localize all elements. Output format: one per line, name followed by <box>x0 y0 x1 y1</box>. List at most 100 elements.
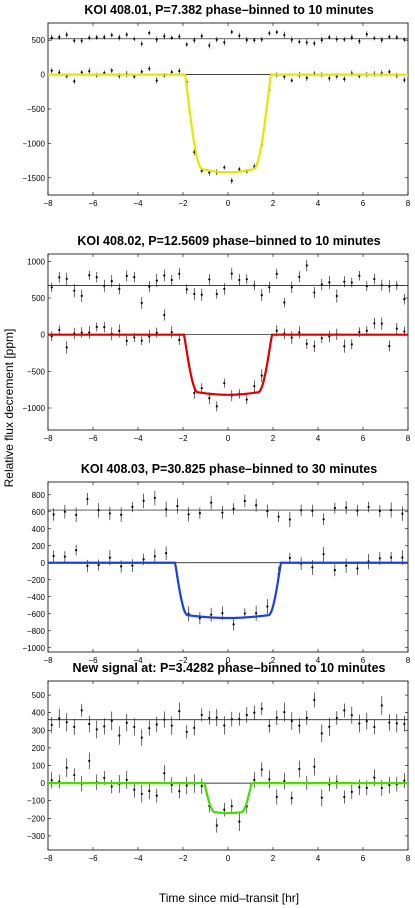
transit-model-curve <box>48 73 408 174</box>
data-point <box>163 765 166 782</box>
data-point <box>140 729 143 746</box>
data-point <box>230 711 233 727</box>
plot-area: −8 −6 −4 −2 0 2 4 6 8 −1000 −500 0 500 1000 <box>23 253 411 443</box>
data-point <box>367 553 370 570</box>
data-point <box>140 336 143 346</box>
data-point <box>358 714 361 733</box>
data-point <box>155 77 158 84</box>
x-tick-label: −6 <box>88 434 98 443</box>
data-point <box>403 716 406 732</box>
x-tick-label: −4 <box>133 434 143 443</box>
data-point <box>298 39 301 45</box>
data-point <box>58 34 61 40</box>
data-point <box>73 38 76 44</box>
plot-area: −8 −6 −4 −2 0 2 4 6 8 −1500 −1000 −500 0 500 <box>23 22 411 208</box>
x-tick-label: 0 <box>226 434 231 443</box>
data-point <box>65 272 68 286</box>
y-tick-label: 300 <box>32 726 46 735</box>
data-point <box>178 702 181 720</box>
data-point <box>110 32 113 38</box>
data-point <box>97 502 100 518</box>
data-point <box>200 708 203 722</box>
data-point <box>290 36 293 43</box>
y-tick-label: 400 <box>32 525 46 534</box>
data-point <box>275 29 278 35</box>
x-tick-label: −8 <box>43 656 53 665</box>
data-point <box>110 779 113 794</box>
data-point <box>388 34 391 40</box>
data-point <box>322 546 325 562</box>
data-point <box>245 274 248 285</box>
y-tick-label: 0 <box>41 331 46 340</box>
data-point <box>165 546 168 561</box>
data-point <box>170 716 173 735</box>
data-point <box>148 782 151 800</box>
data-point <box>185 725 188 739</box>
data-point <box>97 559 100 571</box>
data-point <box>268 30 271 36</box>
x-tick-label: 2 <box>271 434 276 443</box>
x-tick-label: −2 <box>178 434 188 443</box>
data-point <box>305 74 308 81</box>
data-point <box>131 501 134 513</box>
data-point <box>187 507 190 522</box>
data-point <box>380 317 383 330</box>
data-point <box>95 322 98 332</box>
data-point <box>110 275 113 288</box>
x-tick-label: −6 <box>88 854 98 863</box>
data-point <box>313 340 316 352</box>
data-point <box>103 718 106 735</box>
data-point <box>260 369 263 383</box>
data-point <box>238 712 241 726</box>
data-point <box>170 326 173 339</box>
data-point <box>103 279 106 292</box>
data-point <box>88 35 91 41</box>
data-point <box>288 511 291 528</box>
data-point <box>373 719 376 735</box>
data-point <box>133 718 136 736</box>
data-point <box>65 758 68 778</box>
data-point <box>313 286 316 299</box>
data-point <box>215 708 218 727</box>
data-point <box>163 309 166 321</box>
data-point <box>63 551 66 563</box>
data-point <box>170 777 173 793</box>
data-point <box>395 280 398 290</box>
data-point <box>140 785 143 803</box>
x-tick-label: 8 <box>406 434 411 443</box>
data-point <box>178 268 181 280</box>
data-point <box>266 504 269 518</box>
data-point <box>176 498 179 514</box>
y-tick-label: −1500 <box>23 174 46 183</box>
panel-title: New signal at: P=3.4282 phase–binned to … <box>73 661 386 675</box>
data-point <box>210 495 213 510</box>
data-point <box>95 34 98 40</box>
data-point <box>300 504 303 516</box>
y-tick-label: 500 <box>32 294 46 303</box>
data-point <box>163 269 166 282</box>
axes-frame <box>47 22 409 196</box>
x-tick-label: 4 <box>316 656 321 665</box>
data-point <box>380 36 383 43</box>
x-tick-label: −6 <box>88 199 98 208</box>
data-point <box>215 818 218 833</box>
data-point <box>390 502 393 518</box>
data-point <box>198 612 201 625</box>
data-point <box>380 279 383 291</box>
data-point <box>63 504 66 519</box>
data-point <box>275 789 278 805</box>
data-point <box>178 334 181 345</box>
panel-new-signal: New signal at: P=3.4282 phase–binned to … <box>27 661 411 863</box>
y-tick-label: 1000 <box>27 257 45 266</box>
data-point <box>65 713 68 732</box>
data-point <box>118 283 121 295</box>
data-point <box>133 36 136 42</box>
data-point <box>133 271 136 283</box>
data-point <box>185 42 188 47</box>
x-tick-label: 2 <box>271 656 276 665</box>
data-point <box>86 493 89 505</box>
data-point <box>170 275 173 285</box>
data-point <box>185 284 188 295</box>
data-point <box>253 380 256 393</box>
